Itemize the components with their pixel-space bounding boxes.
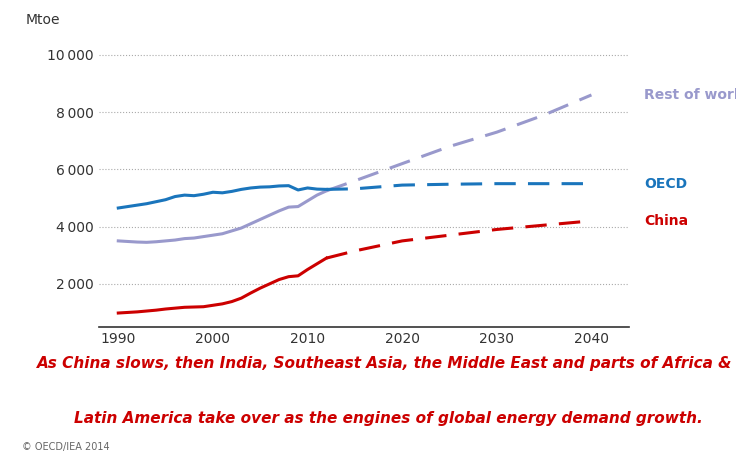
Text: © OECD/IEA 2014: © OECD/IEA 2014	[22, 442, 110, 452]
Text: Rest of world: Rest of world	[644, 88, 736, 102]
Text: China: China	[644, 214, 688, 228]
Text: Latin America take over as the engines of global energy demand growth.: Latin America take over as the engines o…	[74, 411, 702, 426]
Text: As China slows, then India, Southeast Asia, the Middle East and parts of Africa : As China slows, then India, Southeast As…	[37, 356, 732, 372]
Text: Mtoe: Mtoe	[26, 13, 60, 27]
Text: OECD: OECD	[644, 177, 687, 191]
